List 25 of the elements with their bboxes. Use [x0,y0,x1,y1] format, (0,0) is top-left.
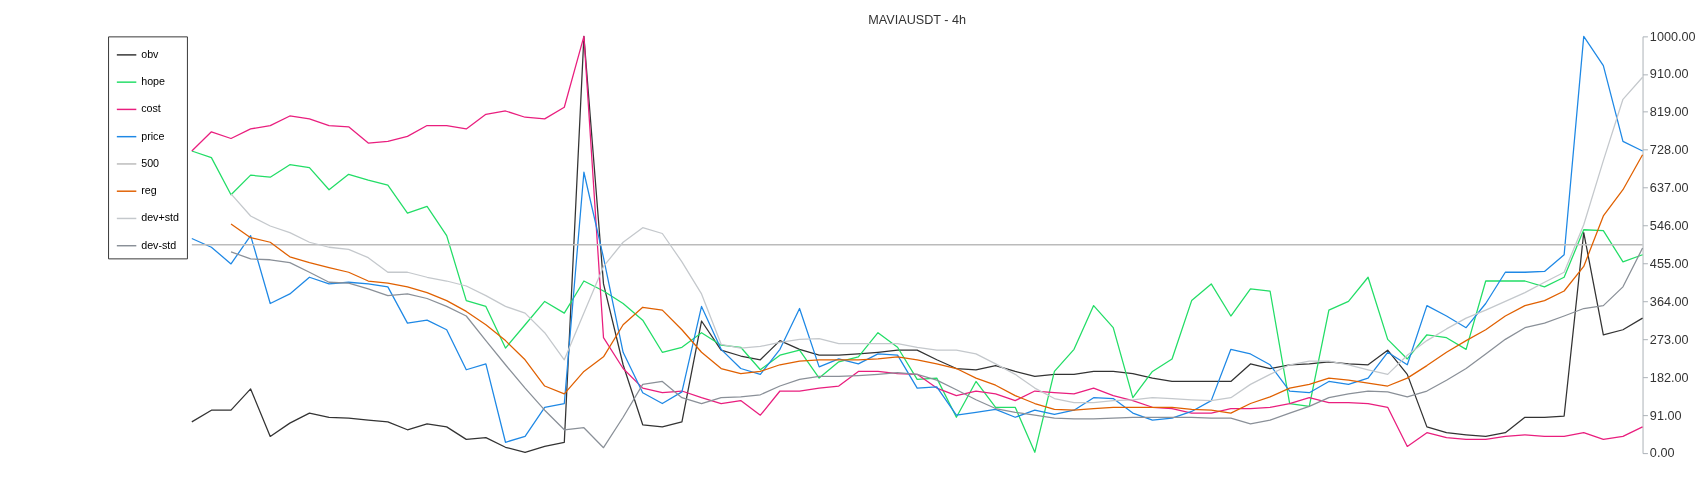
line-series [230,247,1644,449]
chart-title: MAVIAUSDT - 4h [868,12,967,27]
y-tick-label: 1000.00 [1649,29,1696,44]
y-tick-label: 91.00 [1649,408,1682,423]
y-tick-label: 910.00 [1649,67,1689,82]
y-tick-label: 546.00 [1649,218,1689,233]
legend-label: price [141,129,165,142]
y-tick-label: 0.00 [1649,446,1675,461]
legend-label: dev+std [141,211,180,224]
y-tick-label: 273.00 [1649,332,1689,347]
line-series [230,154,1644,414]
line-series [230,76,1644,404]
legend-label: dev-std [141,238,177,251]
y-tick-label: 455.00 [1649,256,1689,271]
legend-label: cost [141,102,161,115]
legend-label: obv [141,47,160,60]
legend-label: hope [141,75,166,88]
y-tick-label: 728.00 [1649,143,1689,158]
legend-label: 500 [141,156,160,169]
y-tick-label: 182.00 [1649,370,1689,385]
legend-label: reg [141,184,157,197]
y-tick-label: 819.00 [1649,105,1689,120]
y-tick-label: 637.00 [1649,181,1689,196]
line-series [191,150,1644,453]
y-tick-label: 364.00 [1649,294,1689,309]
